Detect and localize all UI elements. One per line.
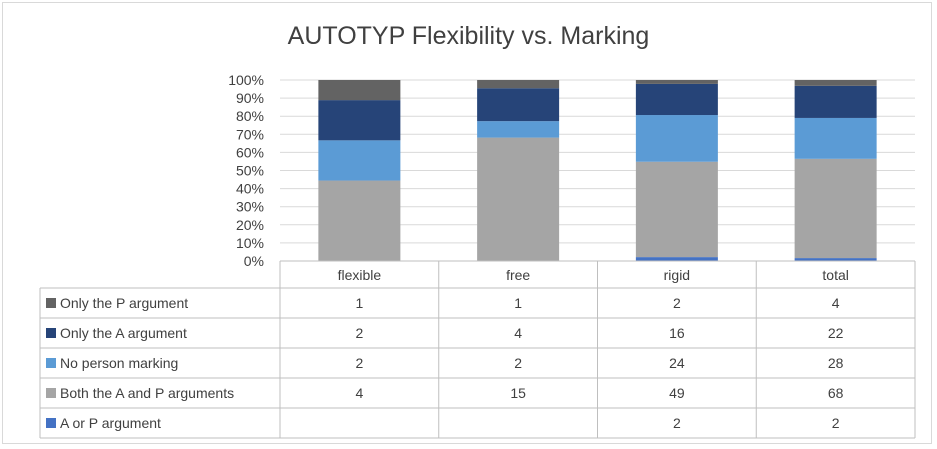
bar-segment <box>635 115 718 162</box>
legend-key <box>46 358 56 368</box>
data-label: 2 <box>673 415 681 431</box>
chart-frame <box>2 2 932 444</box>
y-tick-label: 40% <box>236 181 264 197</box>
data-label: 2 <box>355 355 363 371</box>
legend-label: Only the P argument <box>60 295 188 311</box>
bar-segment <box>635 83 718 116</box>
legend-key <box>46 298 56 308</box>
data-label: 1 <box>355 295 363 311</box>
y-tick-label: 30% <box>236 199 264 215</box>
data-label: 24 <box>669 355 685 371</box>
legend-key <box>46 388 56 398</box>
data-label: 28 <box>828 355 844 371</box>
data-label: 49 <box>669 385 685 401</box>
y-tick-label: 10% <box>236 235 264 251</box>
data-label: 4 <box>832 295 840 311</box>
legend-label: Only the A argument <box>60 325 187 341</box>
bar-segment <box>794 258 877 261</box>
bar-segment <box>318 100 401 141</box>
data-label: 15 <box>510 385 526 401</box>
y-tick-label: 70% <box>236 126 264 142</box>
y-tick-label: 0% <box>244 253 264 269</box>
data-label: 2 <box>673 295 681 311</box>
legend-key <box>46 328 56 338</box>
data-label: 4 <box>355 385 363 401</box>
y-tick-label: 80% <box>236 108 264 124</box>
y-tick-label: 100% <box>228 72 264 88</box>
data-label: 2 <box>514 355 522 371</box>
legend-label: No person marking <box>60 355 178 371</box>
data-label: 1 <box>514 295 522 311</box>
bar-segment <box>635 80 718 84</box>
bar-segment <box>477 137 560 261</box>
category-label: total <box>822 267 848 283</box>
bar-segment <box>794 80 877 86</box>
legend-label: Both the A and P arguments <box>60 385 234 401</box>
data-label: 68 <box>828 385 844 401</box>
bar-segment <box>635 257 718 261</box>
bar-segment <box>477 80 560 89</box>
data-label: 16 <box>669 325 685 341</box>
category-label: free <box>506 267 530 283</box>
legend-label: A or P argument <box>60 415 161 431</box>
bar-segment <box>794 158 877 259</box>
chart-title: AUTOTYP Flexibility vs. Marking <box>287 22 650 50</box>
bar-segment <box>477 121 560 138</box>
y-tick-label: 50% <box>236 163 264 179</box>
bar-segment <box>318 180 401 261</box>
data-label: 22 <box>828 325 844 341</box>
data-label: 4 <box>514 325 522 341</box>
bar-segment <box>635 161 718 258</box>
bar-segment <box>794 85 877 118</box>
bar-segment <box>318 80 401 101</box>
data-label: 2 <box>832 415 840 431</box>
y-tick-label: 90% <box>236 90 264 106</box>
category-label: flexible <box>338 267 382 283</box>
data-label: 2 <box>355 325 363 341</box>
legend-key <box>46 418 56 428</box>
y-tick-label: 20% <box>236 217 264 233</box>
bar-segment <box>318 140 401 181</box>
y-tick-label: 60% <box>236 144 264 160</box>
bar-segment <box>794 117 877 159</box>
bar-segment <box>477 88 560 122</box>
category-label: rigid <box>664 267 690 283</box>
